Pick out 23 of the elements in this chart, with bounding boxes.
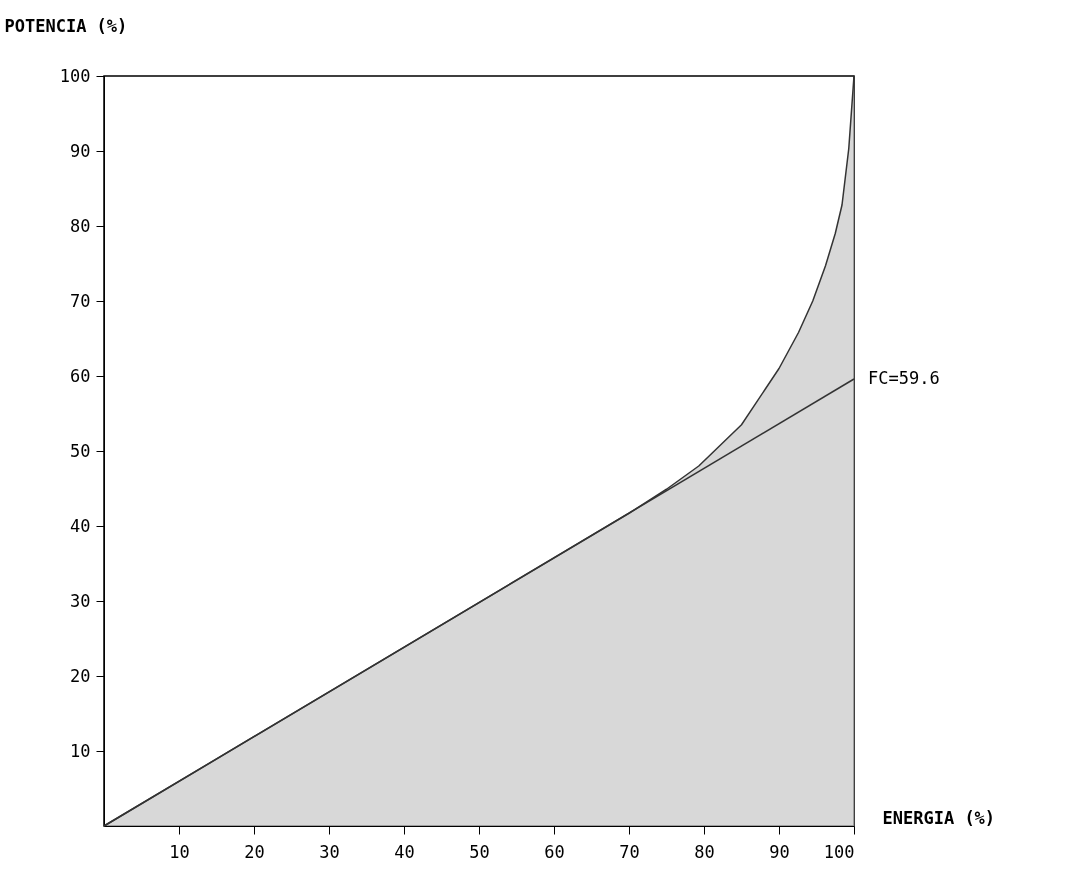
x-tick-label: 60: [544, 841, 565, 862]
y-tick-label: 100: [59, 65, 91, 86]
x-tick-label: 20: [244, 841, 265, 862]
x-tick-label: 100: [823, 841, 855, 862]
y-tick-label: 60: [70, 365, 91, 386]
y-tick-label: 40: [70, 515, 91, 536]
y-tick-label: 10: [70, 740, 91, 761]
series-label: FC=59.6: [868, 368, 940, 388]
y-tick-label: 20: [70, 665, 91, 686]
y-tick-label: 80: [70, 215, 91, 236]
y-tick-label: 30: [70, 590, 91, 611]
x-tick-label: 80: [694, 841, 715, 862]
y-axis-title: POTENCIA (%): [4, 15, 128, 36]
x-tick-label: 10: [169, 841, 190, 862]
y-tick-label: 50: [70, 440, 91, 461]
y-tick-label: 90: [70, 140, 91, 161]
x-tick-label: 30: [319, 841, 340, 862]
x-tick-label: 40: [394, 841, 415, 862]
y-tick-label: 70: [70, 290, 91, 311]
x-tick-label: 50: [469, 841, 490, 862]
x-tick-label: 70: [619, 841, 640, 862]
x-axis-title: ENERGIA (%): [882, 807, 996, 828]
x-tick-label: 90: [769, 841, 790, 862]
